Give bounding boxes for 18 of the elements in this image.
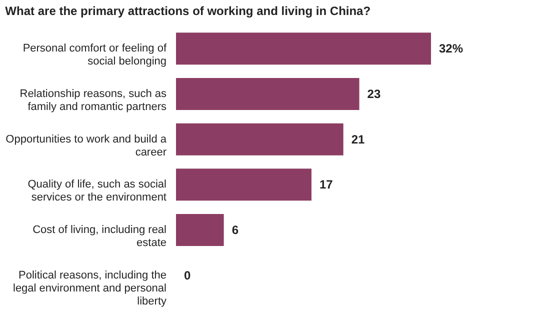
data-label: 17 [319, 178, 334, 192]
bar [176, 32, 431, 65]
data-label: 32% [439, 42, 464, 56]
bar [176, 214, 224, 246]
y-tick-label: Quality of life, such as social services or the environment [28, 178, 166, 204]
data-label: 23 [367, 87, 381, 101]
bar [176, 123, 344, 156]
y-tick-label: Cost of living, including real estate [32, 224, 166, 249]
data-label: 0 [184, 268, 191, 282]
chart-title: What are the primary attractions of working and living in China? [5, 4, 371, 18]
y-tick-label: Opportunities to work and build a career [6, 133, 168, 158]
y-tick-label: Relationship reasons, such as family and romantic partners [20, 88, 167, 113]
bar [176, 78, 360, 110]
bar [176, 168, 312, 201]
data-label: 6 [232, 223, 239, 237]
data-label: 21 [351, 132, 366, 146]
y-tick-label: Personal comfort or feeling of social belonging [22, 42, 168, 68]
y-tick-label: Political reasons, including the legal environment and personal liberty [13, 269, 167, 308]
